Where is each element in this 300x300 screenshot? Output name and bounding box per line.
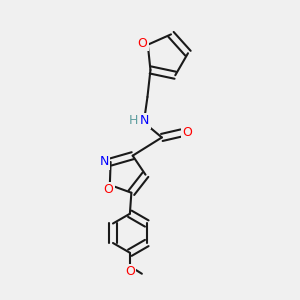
Text: O: O xyxy=(125,265,135,278)
Text: N: N xyxy=(99,155,109,169)
Text: O: O xyxy=(182,127,192,140)
Text: H: H xyxy=(129,115,138,128)
Text: N: N xyxy=(140,115,149,128)
Text: O: O xyxy=(103,183,113,196)
Text: O: O xyxy=(137,37,147,50)
